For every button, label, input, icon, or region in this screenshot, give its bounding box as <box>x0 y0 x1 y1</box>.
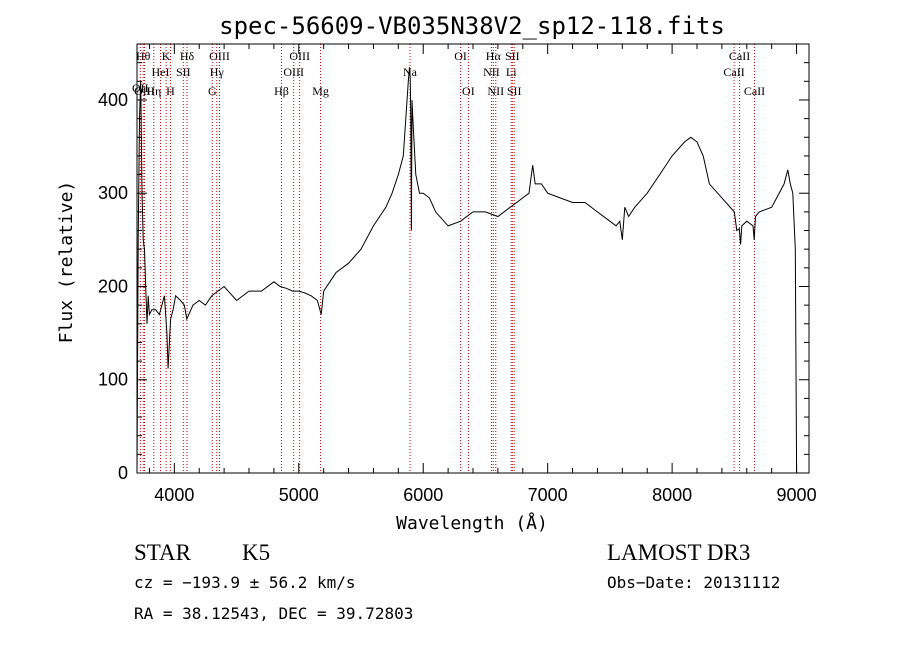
x-tick-label-3: 7000 <box>528 485 568 505</box>
y-axis-ticks: 0 100 200 300 400 <box>98 43 809 483</box>
line-label-15: Mg <box>312 84 329 98</box>
x-tick-label-5: 9000 <box>777 485 817 505</box>
y-tick-label-4: 400 <box>98 90 128 110</box>
y-tick-label-0: 0 <box>118 463 128 483</box>
line-label-27: CaII <box>744 84 765 98</box>
coordinates: RA = 38.12543, DEC = 39.72803 <box>134 604 413 623</box>
line-label-22: Li <box>506 65 517 79</box>
line-label-13: OIII <box>283 65 304 79</box>
x-tick-label-0: 4000 <box>154 485 194 505</box>
line-label-5: K <box>162 49 171 63</box>
line-label-23: SII <box>505 49 520 63</box>
y-tick-label-1: 100 <box>98 370 128 390</box>
x-tick-label-4: 8000 <box>652 485 692 505</box>
line-label-11: OIII <box>209 49 230 63</box>
line-label-8: Hδ <box>180 49 195 63</box>
x-axis-label: Wavelength (Å) <box>396 512 548 534</box>
line-label-1: Hθ <box>136 49 151 63</box>
plot-frame <box>136 43 810 474</box>
x-tick-label-1: 5000 <box>279 485 319 505</box>
line-label-6: H <box>166 84 175 98</box>
y-tick-label-2: 200 <box>98 276 128 296</box>
spectral-line-labels: OIIHθOIIIHηHeIKHSIIHδGHγOIIIHβOIIIOIIIMg… <box>132 49 765 98</box>
y-axis-label: Flux (relative) <box>56 181 77 344</box>
line-label-10: Hγ <box>210 65 225 79</box>
line-label-25: CaII <box>723 65 744 79</box>
line-label-9: G <box>208 84 217 98</box>
object-class: STAR <box>134 540 192 565</box>
line-label-19: NII <box>483 65 500 79</box>
line-label-20: Hα <box>486 49 502 63</box>
line-label-7: SII <box>176 65 191 79</box>
line-label-2: OIII <box>134 84 155 98</box>
y-tick-label-3: 300 <box>98 183 128 203</box>
obs-date: Obs−Date: 20131112 <box>607 573 780 592</box>
chart-title: spec-56609-VB035N38V2_sp12-118.fits <box>219 12 725 40</box>
survey-name: LAMOST DR3 <box>607 540 750 565</box>
line-label-14: OIII <box>289 49 310 63</box>
line-label-16: Na <box>403 65 418 79</box>
redshift-text: cz = −193.9 ± 56.2 km/s <box>134 573 356 592</box>
line-label-21: NII <box>487 84 504 98</box>
spectrum-series <box>136 67 798 474</box>
spectral-line-markers <box>139 44 755 473</box>
spectrum-line <box>136 67 798 474</box>
line-label-4: HeI <box>152 65 170 79</box>
line-label-17: OI <box>454 49 467 63</box>
x-axis-ticks: 4000 5000 6000 7000 8000 9000 <box>148 44 817 505</box>
line-label-12: Hβ <box>274 84 289 98</box>
line-label-3: Hη <box>146 84 161 98</box>
x-tick-label-2: 6000 <box>403 485 443 505</box>
object-subclass: K5 <box>242 540 270 565</box>
line-label-26: CaII <box>729 49 750 63</box>
line-label-18: OI <box>462 84 475 98</box>
line-label-24: SII <box>507 84 522 98</box>
